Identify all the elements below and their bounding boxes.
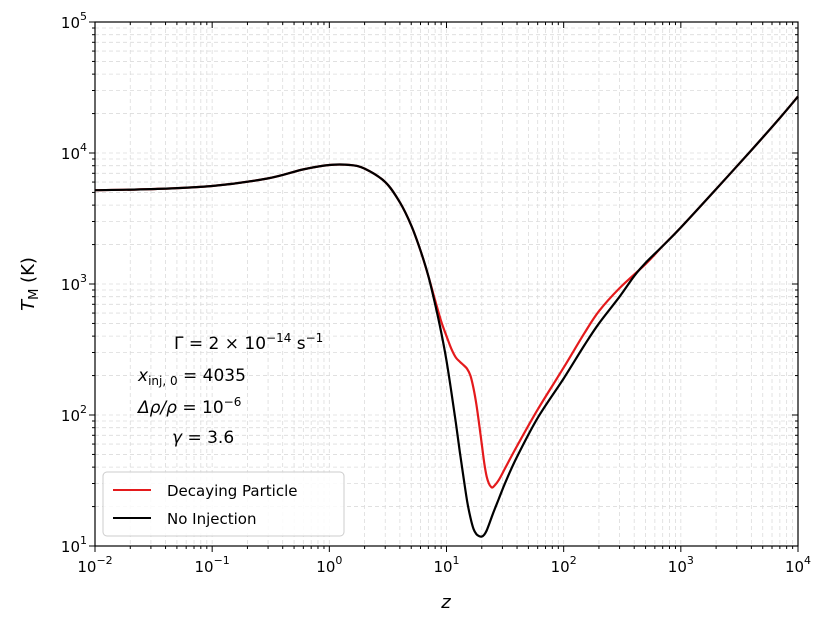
series-lines	[94, 95, 799, 538]
x-tick-label: 103	[668, 554, 694, 576]
y-axis-label: TM (K)	[18, 257, 42, 311]
x-tick-label: 102	[551, 554, 577, 576]
annotation-gamma: γ = 3.6	[172, 428, 234, 448]
legend-box	[102, 471, 345, 537]
y-tick-label: 101	[61, 534, 87, 556]
y-tick-label: 103	[61, 272, 87, 294]
annotation-delta-rho: Δρ/ρ = 10−6	[136, 395, 241, 418]
x-tick-label: 101	[433, 554, 459, 576]
annotation-x-inj: xinj, 0 = 4035	[137, 366, 246, 388]
y-tick-label: 104	[61, 141, 87, 163]
annotation-block: Γ = 2 × 10−14 s−1 xinj, 0 = 4035 Δρ/ρ = …	[136, 331, 323, 448]
x-tick-label: 10−1	[195, 554, 230, 576]
grid-lines	[95, 22, 798, 546]
series-line-no-injection	[94, 95, 799, 538]
annotation-gamma-rate: Γ = 2 × 10−14 s−1	[174, 331, 323, 354]
axis-ticks: 10−2 10−1 100 101 102 103 104 101 102 103 104 105	[61, 10, 811, 576]
x-tick-label: 104	[785, 554, 811, 576]
legend: Decaying Particle No Injection	[102, 471, 345, 537]
legend-label-decaying: Decaying Particle	[167, 482, 297, 500]
svg-text:TM (K): TM (K)	[18, 257, 42, 311]
x-tick-label: 10−2	[77, 554, 112, 576]
x-tick-label: 100	[316, 554, 342, 576]
y-tick-label: 102	[61, 403, 87, 425]
y-tick-label: 105	[61, 10, 87, 32]
x-axis-label: z	[440, 592, 451, 613]
legend-label-no-injection: No Injection	[167, 510, 256, 528]
